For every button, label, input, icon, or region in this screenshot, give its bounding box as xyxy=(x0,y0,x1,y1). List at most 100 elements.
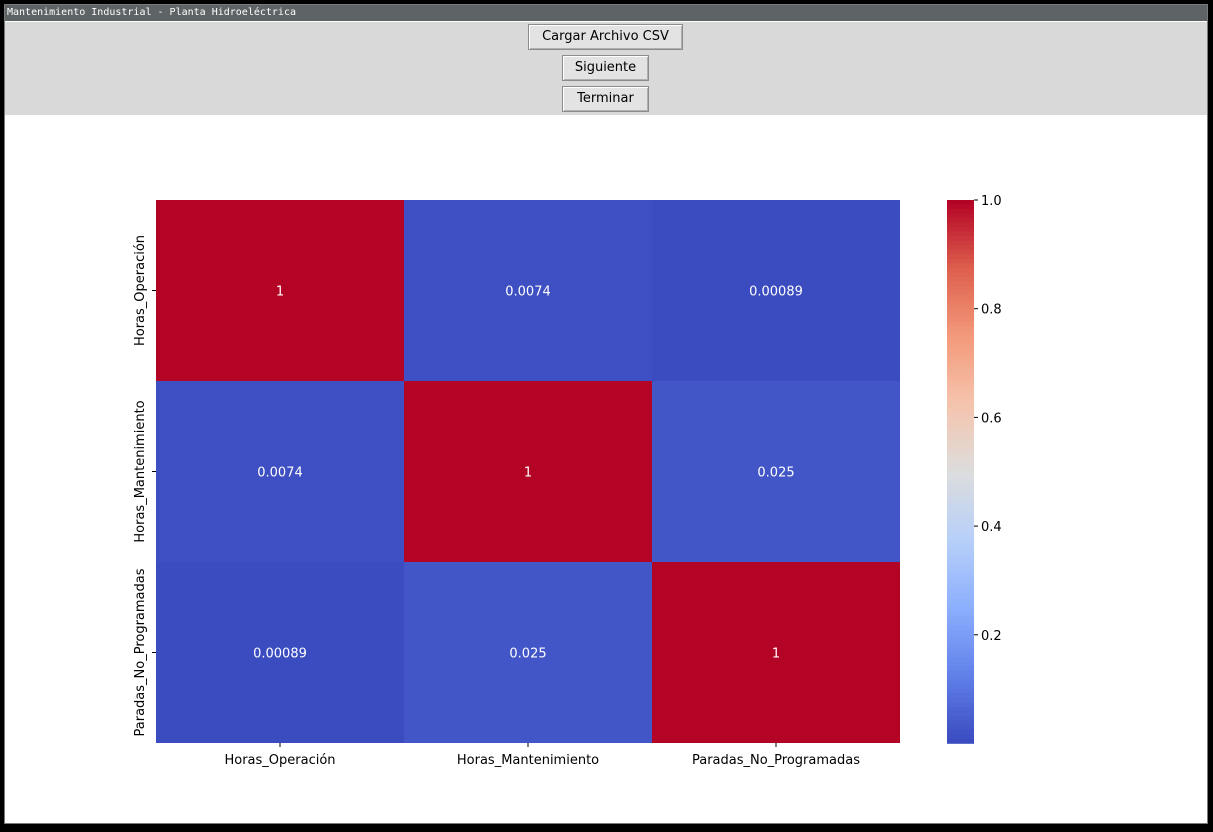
colorbar-segment xyxy=(947,358,974,364)
colorbar-segment xyxy=(947,421,974,428)
colorbar-segment xyxy=(947,516,974,523)
colorbar-segment xyxy=(947,593,974,599)
colorbar-segment xyxy=(947,281,974,287)
colorbar-segment xyxy=(947,322,974,328)
colorbar-segment xyxy=(947,684,974,690)
colorbar-segment xyxy=(947,666,974,672)
colorbar-segment xyxy=(947,652,974,658)
heatmap-cell xyxy=(156,562,404,743)
colorbar-segment xyxy=(947,512,974,518)
colorbar-segment xyxy=(947,715,974,722)
colorbar-segment xyxy=(947,534,974,541)
colorbar-segment xyxy=(947,276,974,283)
colorbar-segment xyxy=(947,584,974,590)
colorbar-segment xyxy=(947,308,974,314)
colorbar-segment xyxy=(947,426,974,432)
heatmap-cell xyxy=(404,562,652,743)
colorbar-segment xyxy=(947,258,974,265)
colorbar-segment xyxy=(947,498,974,504)
colorbar-segment xyxy=(947,295,974,301)
colorbar-segment xyxy=(947,390,974,396)
cell-value-label: 0.0074 xyxy=(505,285,551,300)
colorbar-segment xyxy=(947,209,974,215)
colorbar-segment xyxy=(947,313,974,319)
colorbar-segment xyxy=(947,227,974,233)
cell-value-label: 0.025 xyxy=(509,647,546,662)
x-tick-label: Horas_Operación xyxy=(224,753,335,768)
colorbar-segment xyxy=(947,539,974,545)
colorbar-segment xyxy=(947,634,974,640)
colorbar-segment xyxy=(947,263,974,269)
window-title: Mantenimiento Industrial - Planta Hidroe… xyxy=(5,5,1207,21)
cell-value-label: 0.00089 xyxy=(749,285,803,300)
heatmap-cell xyxy=(404,200,652,381)
next-button[interactable]: Siguiente xyxy=(562,55,649,81)
colorbar-segment xyxy=(947,697,974,704)
colorbar-segment xyxy=(947,254,974,260)
cell-value-label: 1 xyxy=(276,285,284,300)
colorbar-segment xyxy=(947,367,974,373)
colorbar-segment xyxy=(947,589,974,595)
colorbar-segment xyxy=(947,598,974,604)
colorbar-segment xyxy=(947,285,974,292)
colorbar-segment xyxy=(947,204,974,210)
cell-value-label: 1 xyxy=(524,466,532,481)
colorbar-segment xyxy=(947,412,974,418)
plot-area: 1 0.0074 0.00089 0.0074 1 0.025 0.00089 0.025 1 H… xyxy=(5,115,1207,823)
colorbar-segment xyxy=(947,448,974,455)
colorbar-segment xyxy=(947,548,974,554)
colorbar-segment xyxy=(947,466,974,473)
colorbar-segment xyxy=(947,611,974,618)
colorbar-segment xyxy=(947,299,974,305)
colorbar-tick-label: 1.0 xyxy=(981,194,1002,209)
finish-button[interactable]: Terminar xyxy=(562,86,649,112)
colorbar-tick-label: 0.4 xyxy=(981,520,1002,535)
colorbar-segment xyxy=(947,629,974,636)
colorbar-segment xyxy=(947,326,974,333)
colorbar-segment xyxy=(947,218,974,224)
colorbar-segment xyxy=(947,417,974,423)
colorbar-segment xyxy=(947,476,974,482)
colorbar-segment xyxy=(947,724,974,731)
colorbar-segment xyxy=(947,625,974,631)
colorbar-tick-label: 0.8 xyxy=(981,303,1002,318)
colorbar-segment xyxy=(947,471,974,477)
colorbar-segment xyxy=(947,249,974,256)
colorbar-segment xyxy=(947,394,974,400)
cell-value-label: 0.025 xyxy=(757,466,794,481)
colorbar-segment xyxy=(947,290,974,296)
colorbar-segment xyxy=(947,661,974,667)
colorbar-segment xyxy=(947,670,974,676)
colorbar-segment xyxy=(947,693,974,699)
load-csv-button[interactable]: Cargar Archivo CSV xyxy=(528,24,683,50)
colorbar-segment xyxy=(947,457,974,464)
colorbar-segment xyxy=(947,575,974,581)
colorbar-segment xyxy=(947,738,974,744)
colorbar-segment xyxy=(947,353,974,360)
colorbar-segment xyxy=(947,489,974,495)
toolbar: Cargar Archivo CSV Siguiente Terminar xyxy=(5,22,1207,115)
x-tick-label: Paradas_No_Programadas xyxy=(692,753,860,768)
colorbar-segment xyxy=(947,607,974,613)
heatmap-cell xyxy=(156,381,404,562)
colorbar-segment xyxy=(947,733,974,740)
heatmap-cell xyxy=(156,200,404,381)
colorbar-segment xyxy=(947,349,974,355)
cell-value-label: 0.00089 xyxy=(253,647,307,662)
colorbar-segment xyxy=(947,385,974,391)
colorbar-segment xyxy=(947,267,974,274)
colorbar-segment xyxy=(947,362,974,369)
colorbar-segment xyxy=(947,439,974,446)
colorbar-segment xyxy=(947,503,974,509)
y-tick-label: Paradas_No_Programadas xyxy=(133,568,148,736)
colorbar-segment xyxy=(947,399,974,405)
colorbar-segment xyxy=(947,200,974,206)
colorbar-segment xyxy=(947,213,974,219)
colorbar-segment xyxy=(947,602,974,609)
colorbar-segment xyxy=(947,521,974,527)
colorbar-segment xyxy=(947,729,974,735)
cell-value-label: 0.0074 xyxy=(257,466,303,481)
colorbar-tick-label: 0.6 xyxy=(981,411,1002,426)
colorbar-segment xyxy=(947,562,974,568)
colorbar-segment xyxy=(947,331,974,337)
